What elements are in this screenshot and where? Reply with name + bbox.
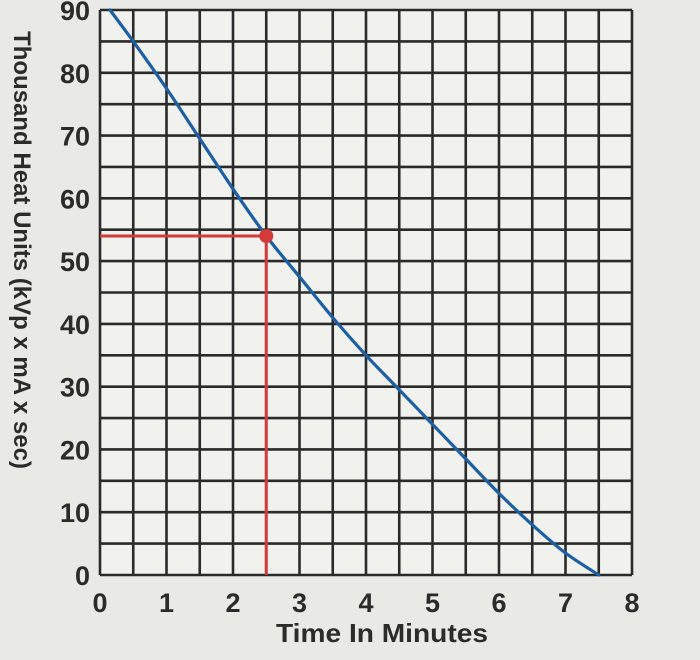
y-tick-label: 90 [60,0,90,26]
y-tick-label: 60 [60,184,90,214]
y-tick-label: 80 [60,59,90,89]
x-tick-label: 7 [558,588,573,618]
y-tick-label: 50 [60,247,90,277]
x-axis-title: Time In Minutes [276,618,488,648]
y-tick-label: 10 [60,498,90,528]
x-tick-label: 5 [425,588,440,618]
x-tick-label: 4 [358,588,373,618]
series-line [108,8,601,577]
series-lines [108,8,601,577]
y-tick-label: 70 [60,122,90,152]
y-tick-label: 20 [60,435,90,465]
y-tick-label: 0 [75,561,90,591]
x-tick-label: 2 [225,588,240,618]
y-axis-title: Thousand Heat Units (kVp x mA x sec) [8,31,35,469]
y-tick-labels: 0 10 20 30 40 50 60 70 80 90 [60,0,90,591]
reading-marker [259,229,274,243]
x-tick-labels: 0 1 2 3 4 5 6 7 8 [92,588,639,618]
x-tick-label: 1 [159,588,174,618]
reading-guide-lines [100,234,268,575]
x-tick-label: 3 [292,588,307,618]
x-tick-label: 8 [624,588,639,618]
x-tick-label: 0 [92,588,107,618]
y-tick-label: 30 [60,373,90,403]
x-tick-label: 6 [491,588,506,618]
reading-point [259,229,274,243]
y-tick-label: 40 [60,310,90,340]
grid [98,8,634,577]
